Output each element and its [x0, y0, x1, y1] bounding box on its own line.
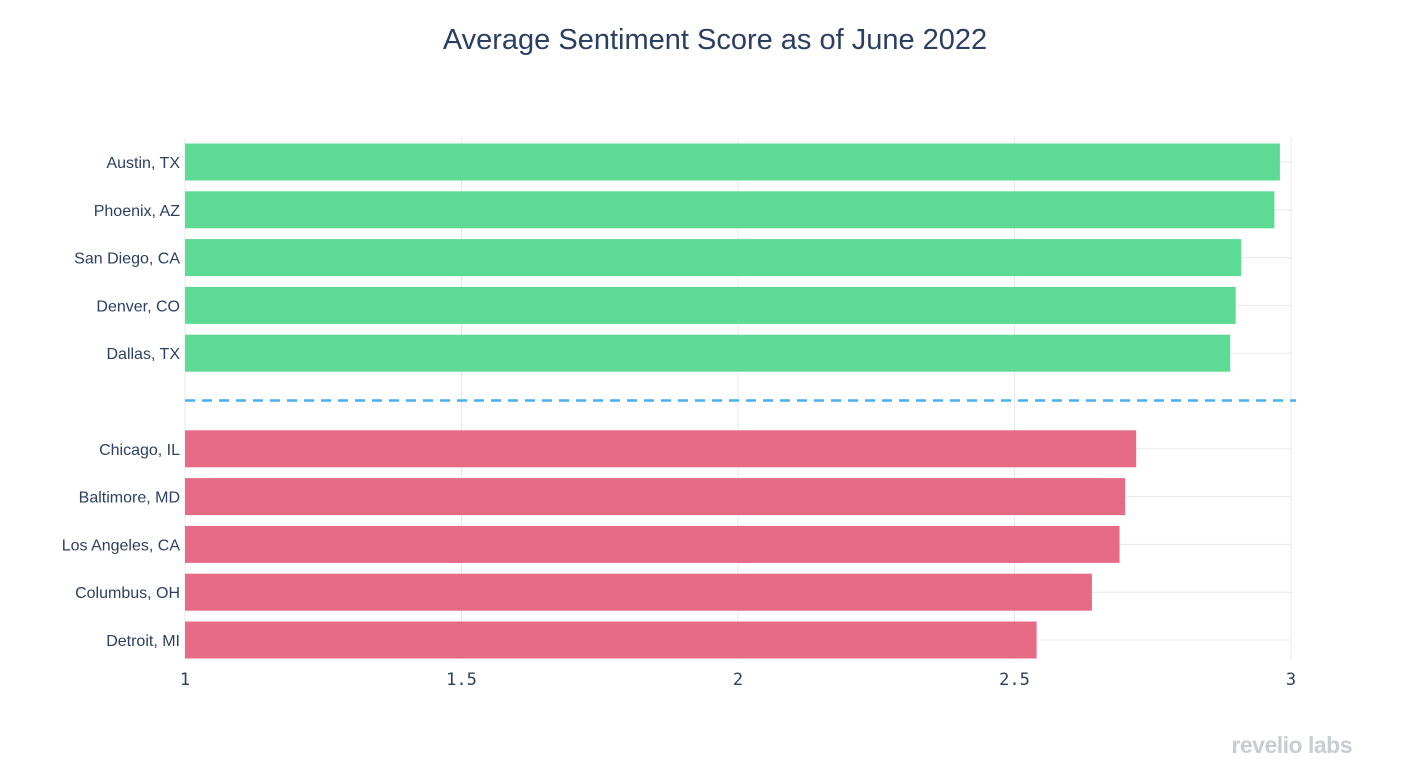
category-label: Denver, CO	[96, 298, 180, 315]
category-label: Baltimore, MD	[79, 490, 180, 507]
category-label: Los Angeles, CA	[62, 537, 181, 554]
x-tick-label: 2	[733, 670, 743, 690]
category-label: Columbus, OH	[75, 585, 180, 602]
bar-phoenix-az	[185, 191, 1275, 229]
category-label: San Diego, CA	[74, 251, 180, 268]
category-label: Chicago, IL	[99, 442, 180, 459]
x-tick-label: 2.5	[999, 670, 1030, 690]
x-tick-label: 3	[1286, 670, 1296, 690]
bar-baltimore-md	[185, 478, 1126, 516]
bar-chicago-il	[185, 430, 1137, 468]
category-label: Dallas, TX	[106, 346, 180, 363]
bar-layer	[185, 143, 1280, 659]
x-tick-label: 1	[180, 670, 190, 690]
x-tick-label: 1.5	[446, 670, 477, 690]
x-axis-tick-labels: 1 1.5 2 2.5 3	[180, 670, 1296, 690]
revelio-labs-logo: revelio labs	[1231, 732, 1352, 758]
bar-detroit-mi	[185, 621, 1037, 659]
category-label: Phoenix, AZ	[94, 203, 181, 220]
category-label: Detroit, MI	[106, 633, 180, 650]
bar-los-angeles-ca	[185, 525, 1120, 563]
bar-san-diego-ca	[185, 239, 1242, 277]
bar-columbus-oh	[185, 573, 1092, 611]
bar-dallas-tx	[185, 334, 1231, 372]
category-labels: Austin, TX Phoenix, AZ San Diego, CA Denver…	[62, 155, 181, 650]
chart-title: Average Sentiment Score as of June 2022	[442, 24, 988, 56]
bar-denver-co	[185, 286, 1236, 324]
category-label: Austin, TX	[106, 155, 180, 172]
bar-austin-tx	[185, 143, 1280, 181]
